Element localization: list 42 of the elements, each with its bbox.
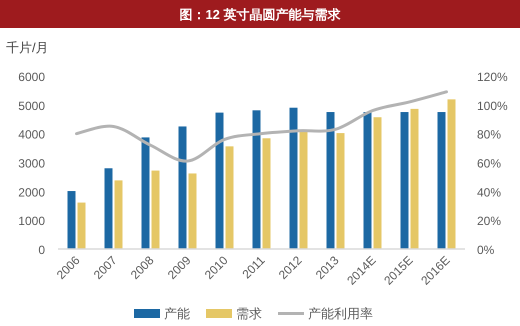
bar <box>216 112 224 249</box>
y2-tick-label: 100% <box>477 98 508 113</box>
y2-tick-label: 20% <box>477 214 502 228</box>
y-tick-label: 5000 <box>18 98 46 113</box>
bar <box>188 173 196 249</box>
y2-tick-label: 120% <box>477 70 508 84</box>
y-tick-label: 0 <box>38 243 46 257</box>
legend-label: 需求 <box>236 306 262 321</box>
y-tick-label: 3000 <box>18 156 46 170</box>
bar <box>438 112 446 249</box>
y-tick-label: 1000 <box>18 214 46 228</box>
legend-label: 产能利用率 <box>308 306 373 321</box>
bar <box>178 126 186 249</box>
bar <box>290 108 298 249</box>
y2-tick-label: 0% <box>477 243 495 257</box>
line-series <box>75 90 448 163</box>
y-axis-title: 千片/月 <box>6 40 49 55</box>
legend-label: 产能 <box>164 306 190 321</box>
bar <box>364 112 372 249</box>
y-tick-label: 6000 <box>18 70 46 84</box>
bar <box>104 168 112 249</box>
chart-title: 图：12 英寸晶圆产能与需求 <box>179 7 342 22</box>
bar <box>410 108 418 249</box>
y2-tick-label: 60% <box>477 156 502 170</box>
bar <box>78 202 86 249</box>
bar <box>142 137 150 249</box>
y-tick-label: 4000 <box>18 128 46 142</box>
bar <box>374 117 382 249</box>
bar <box>226 146 234 249</box>
bar <box>152 170 160 249</box>
bar <box>68 191 76 249</box>
y2-tick-label: 40% <box>477 185 502 200</box>
y2-tick-label: 80% <box>477 128 502 142</box>
bar <box>252 110 260 249</box>
bar <box>114 180 122 249</box>
bar <box>448 99 456 249</box>
y-tick-label: 2000 <box>18 185 46 200</box>
bar <box>326 112 334 249</box>
bar <box>300 132 308 249</box>
bar <box>262 138 270 249</box>
bar <box>336 133 344 249</box>
bar <box>400 112 408 249</box>
